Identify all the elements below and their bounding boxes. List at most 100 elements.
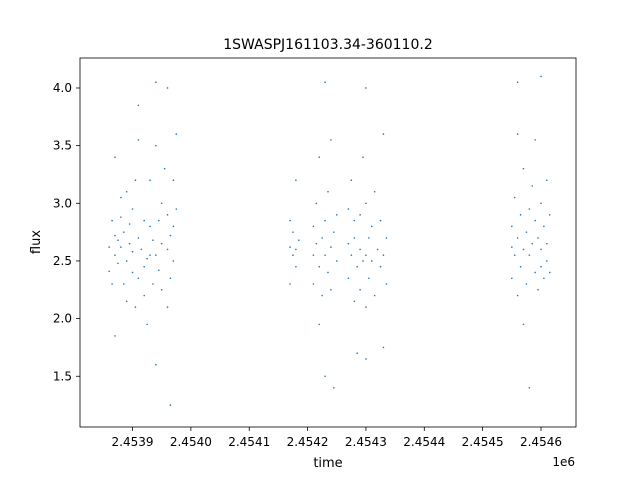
data-point [312,225,315,228]
data-point [172,179,175,182]
data-point [137,237,140,239]
data-point [511,225,513,228]
data-point [157,219,160,222]
data-point [353,219,356,222]
data-point [537,288,539,291]
data-point [137,104,140,107]
data-point [365,202,367,205]
x-tick-label: 2.4540 [170,435,212,449]
data-point [528,386,531,389]
data-point [155,363,157,366]
data-point [525,231,528,233]
data-point [111,219,113,222]
data-point [321,294,323,297]
data-point [131,271,134,274]
data-point [522,248,525,251]
data-point [537,237,539,239]
data-point [128,223,131,225]
data-point [166,306,169,308]
data-point [163,167,166,170]
data-point [330,288,332,291]
data-point [516,294,519,297]
plot-area-frame [79,57,577,428]
data-point [546,242,548,245]
data-point [143,219,145,222]
x-tick-label: 2.4543 [345,435,387,449]
data-point [546,260,548,262]
data-point [140,248,143,251]
data-point [134,306,137,308]
data-point [546,179,548,182]
data-point [114,234,116,237]
data-point [350,254,353,256]
data-point [385,237,388,239]
data-point [149,179,151,182]
data-point [353,300,356,303]
data-point [122,231,125,233]
data-point [114,254,116,256]
data-point [350,179,353,182]
data-point [114,156,116,158]
data-point [128,242,131,245]
data-point [295,248,297,251]
data-point [146,257,148,260]
x-tick-label: 2.4541 [228,435,270,449]
y-tick-label: 2.5 [53,254,72,268]
data-point [169,234,172,237]
data-point [534,219,536,222]
data-point [327,190,329,193]
x-tick-label: 2.4542 [287,435,329,449]
data-point [519,265,522,268]
y-axis-label: flux [29,230,44,254]
data-point [324,375,326,378]
data-point [525,283,528,285]
data-point [137,139,140,141]
data-point [543,225,545,228]
data-point [347,277,350,280]
data-point [365,358,367,360]
data-point [146,323,148,326]
data-point [166,248,169,251]
data-point [289,219,291,222]
data-point [356,352,358,355]
data-point [373,294,376,297]
data-point [120,196,122,199]
data-point [513,196,516,199]
data-point [330,139,332,141]
data-point [172,260,175,262]
data-point [368,237,370,239]
data-point [120,216,122,218]
x-tick-label: 2.4544 [403,435,445,449]
data-point [157,269,160,271]
data-point [379,219,382,222]
data-point [143,265,145,268]
data-point [125,190,128,193]
data-point [298,239,300,241]
data-point [365,87,367,89]
x-tick-label: 2.4539 [112,435,154,449]
data-point [318,265,321,268]
data-point [347,208,350,210]
data-point [548,271,551,274]
data-point [152,239,154,241]
data-point [370,225,373,228]
data-point [160,242,163,245]
data-point [160,288,163,291]
chart-title: 1SWASPJ161103.34-360110.2 [223,37,432,53]
x-tick-label: 2.4546 [520,435,562,449]
data-point [356,265,358,268]
data-point [522,167,525,170]
data-point [143,294,145,297]
data-point [149,254,151,256]
data-point [155,254,157,256]
data-point [108,270,110,273]
data-point [531,185,534,187]
data-point [108,246,110,248]
data-point [175,133,178,135]
data-point [528,254,531,256]
data-point [114,335,116,337]
y-tick-label: 3.0 [53,196,72,210]
data-point [324,219,326,222]
data-point [172,225,175,228]
